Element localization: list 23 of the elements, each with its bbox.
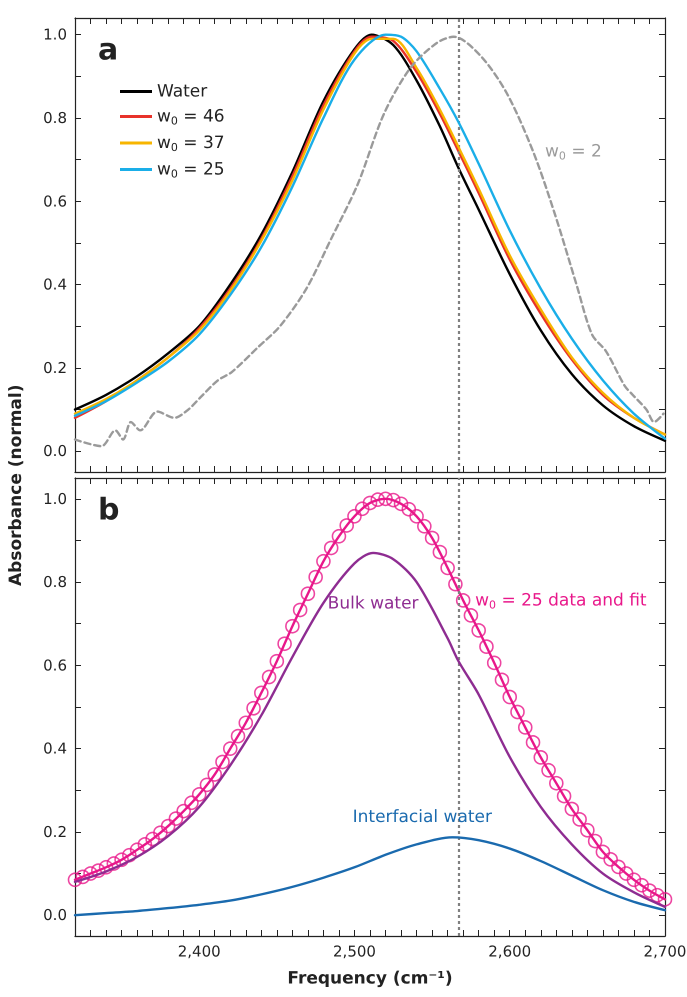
y-tick-label: 0.8 bbox=[43, 573, 67, 592]
y-tick-label: 1.0 bbox=[43, 490, 67, 508]
text: b bbox=[98, 492, 120, 528]
y-tick-label: 0.2 bbox=[43, 822, 67, 841]
y-tick-label: 0.2 bbox=[43, 358, 67, 377]
y-tick-label: 0.6 bbox=[43, 192, 67, 210]
x-tick-label: 2,500 bbox=[332, 942, 376, 960]
series-label: Bulk water bbox=[328, 593, 419, 614]
y-tick-label: 0.4 bbox=[43, 740, 67, 758]
y-axis-title: Absorbance (normal) bbox=[6, 384, 26, 586]
text: a bbox=[98, 32, 118, 68]
y-tick-label: 0.0 bbox=[43, 442, 67, 460]
y-tick-label: 0.6 bbox=[43, 656, 67, 674]
series-label: Interfacial water bbox=[352, 806, 492, 827]
x-tick-label: 2,600 bbox=[488, 942, 532, 960]
y-tick-label: 0.8 bbox=[43, 108, 67, 127]
x-axis-title: Frequency (cm⁻¹) bbox=[287, 968, 453, 988]
y-tick-label: 0.0 bbox=[43, 906, 67, 924]
x-tick-label: 2,700 bbox=[644, 942, 686, 960]
y-tick-label: 0.4 bbox=[43, 276, 67, 294]
y-tick-label: 1.0 bbox=[43, 26, 67, 44]
legend-label: Water bbox=[157, 82, 208, 102]
x-tick-label: 2,400 bbox=[178, 942, 221, 960]
